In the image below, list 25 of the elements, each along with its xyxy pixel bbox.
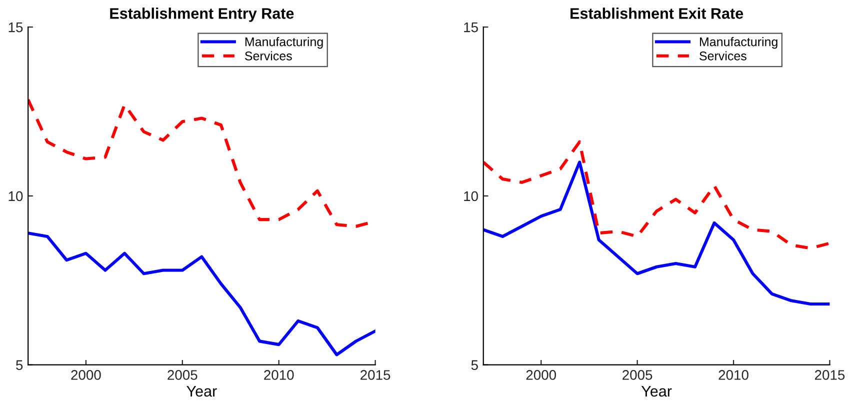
line-series bbox=[483, 160, 830, 306]
chart-title: Establishment Exit Rate bbox=[570, 8, 744, 19]
y-tick-label: 10 bbox=[8, 191, 23, 202]
legend-label: Services bbox=[244, 51, 292, 60]
x-tick-label: 2015 bbox=[814, 370, 845, 380]
x-tick-label: 2000 bbox=[71, 370, 101, 380]
line-series bbox=[483, 140, 830, 250]
x-axis-title: Year bbox=[641, 386, 672, 397]
y-tick-label: 15 bbox=[464, 22, 478, 32]
y-tick-label: 5 bbox=[471, 360, 478, 370]
legend-label: Manufacturing bbox=[700, 37, 778, 49]
x-tick-label: 2010 bbox=[718, 370, 748, 380]
legend-label: Manufacturing bbox=[245, 37, 323, 49]
y-tick-label: 5 bbox=[16, 360, 23, 370]
legend-label: Services bbox=[700, 51, 746, 60]
y-tick-label: 10 bbox=[464, 191, 478, 202]
x-tick-label: 2005 bbox=[622, 370, 652, 380]
x-tick-label: 2000 bbox=[526, 370, 556, 380]
chart-title: Establishment Entry Rate bbox=[110, 8, 294, 22]
x-axis-title: Year bbox=[186, 386, 217, 397]
x-tick-label: 2010 bbox=[264, 370, 294, 380]
line-series bbox=[28, 232, 376, 356]
x-tick-label: 2005 bbox=[168, 370, 198, 380]
y-tick-label: 15 bbox=[8, 22, 23, 32]
x-tick-label: 2015 bbox=[360, 370, 390, 380]
